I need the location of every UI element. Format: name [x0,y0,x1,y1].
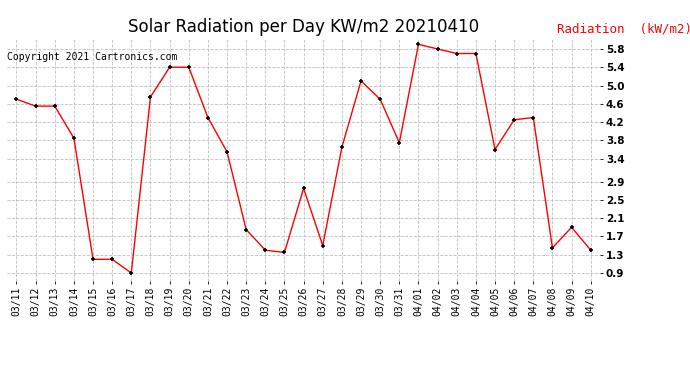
Point [451,51,462,57]
Point [221,149,233,155]
Point [509,117,520,123]
Point [279,249,290,255]
Point [88,256,99,262]
Point [566,224,577,230]
Point [30,103,41,109]
Point [68,135,79,141]
Point [489,147,500,153]
Point [298,185,309,191]
Point [432,46,443,52]
Point [317,243,328,249]
Point [11,96,22,102]
Point [394,140,405,146]
Point [241,226,252,232]
Point [184,64,195,70]
Point [585,247,596,253]
Point [126,270,137,276]
Text: Copyright 2021 Cartronics.com: Copyright 2021 Cartronics.com [7,52,177,62]
Point [528,114,539,120]
Point [413,41,424,47]
Point [164,64,175,70]
Point [547,245,558,251]
Point [49,103,60,109]
Point [107,256,118,262]
Point [260,247,271,253]
Text: Radiation  (kW/m2): Radiation (kW/m2) [558,23,690,36]
Point [336,144,347,150]
Point [145,94,156,100]
Point [375,96,386,102]
Point [355,78,366,84]
Point [202,114,213,120]
Point [471,51,482,57]
Title: Solar Radiation per Day KW/m2 20210410: Solar Radiation per Day KW/m2 20210410 [128,18,479,36]
